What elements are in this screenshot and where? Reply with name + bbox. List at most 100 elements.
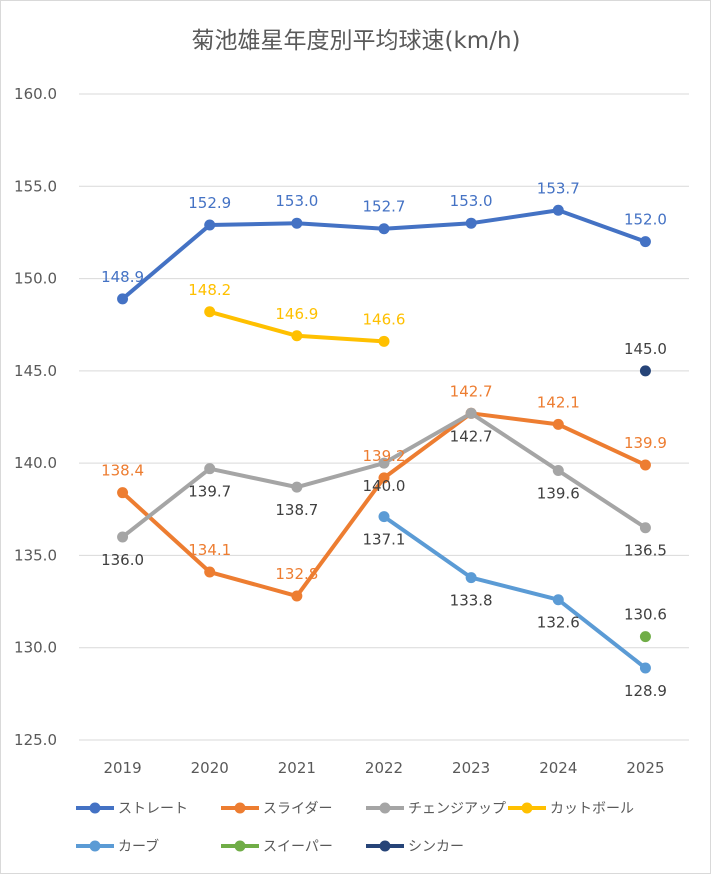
y-tick-label: 130.0 <box>14 639 57 657</box>
data-point <box>291 590 303 602</box>
data-point <box>204 306 216 318</box>
legend-swatch-marker <box>521 802 533 814</box>
data-point <box>639 236 651 248</box>
legend-item: チェンジアップ <box>366 801 506 817</box>
data-label: 153.0 <box>275 192 318 210</box>
legend-item: スイーパー <box>221 839 333 855</box>
chart-title: 菊池雄星年度別平均球速(km/h) <box>192 28 521 54</box>
data-label: 132.6 <box>537 614 580 632</box>
data-label: 146.6 <box>363 310 406 328</box>
series-points <box>117 204 651 674</box>
y-axis-ticks: 125.0 130.0 135.0 140.0 145.0 150.0 155.0 160.0 <box>14 85 57 749</box>
data-point <box>378 335 390 347</box>
data-point <box>204 566 216 578</box>
data-point <box>465 407 477 419</box>
legend-swatch-marker <box>234 802 246 814</box>
data-label: 130.6 <box>624 606 667 624</box>
data-point <box>552 594 564 606</box>
legend-label: スライダー <box>263 801 332 817</box>
y-tick-label: 125.0 <box>14 731 57 749</box>
legend-item: ストレート <box>76 801 188 817</box>
data-point <box>465 572 477 584</box>
data-label: 148.9 <box>101 268 144 286</box>
x-tick-label: 2024 <box>539 759 577 777</box>
data-label: 134.1 <box>188 541 231 559</box>
y-tick-label: 140.0 <box>14 454 57 472</box>
legend-label: カットボール <box>550 801 634 817</box>
x-tick-label: 2025 <box>626 759 664 777</box>
legend-label: ストレート <box>118 801 188 817</box>
legend-swatch-marker <box>89 840 101 852</box>
legend-label: チェンジアップ <box>408 801 506 817</box>
data-point <box>204 219 216 231</box>
data-label: 136.5 <box>624 542 667 560</box>
legend-label: カーブ <box>118 838 159 855</box>
legend-item: カットボール <box>508 801 634 817</box>
legend-swatch-marker <box>379 840 391 852</box>
data-point <box>465 217 477 229</box>
data-label: 153.0 <box>450 192 493 210</box>
data-label: 138.7 <box>275 501 318 519</box>
data-label: 152.0 <box>624 211 667 229</box>
data-label: 139.2 <box>363 447 406 465</box>
data-point <box>552 465 564 477</box>
data-label: 142.7 <box>450 382 493 400</box>
data-point <box>204 463 216 475</box>
data-label: 138.4 <box>101 462 144 480</box>
legend-item: カーブ <box>76 838 159 855</box>
data-label: 142.1 <box>537 393 580 411</box>
x-tick-label: 2019 <box>103 759 141 777</box>
data-point <box>378 457 390 469</box>
data-point <box>639 522 651 534</box>
x-tick-label: 2022 <box>365 759 403 777</box>
data-point <box>117 531 129 543</box>
data-point <box>639 459 651 471</box>
gridlines <box>79 93 689 741</box>
data-point <box>378 223 390 235</box>
data-label: 146.9 <box>275 305 318 323</box>
x-tick-label: 2023 <box>452 759 490 777</box>
data-label: 153.7 <box>537 179 580 197</box>
x-tick-label: 2021 <box>278 759 316 777</box>
data-point <box>378 511 390 523</box>
data-point <box>378 472 390 484</box>
legend-label: シンカー <box>408 839 464 855</box>
data-label: 140.0 <box>363 477 406 495</box>
data-label: 128.9 <box>624 682 667 700</box>
y-tick-label: 150.0 <box>14 270 57 288</box>
legend-item: スライダー <box>221 801 332 817</box>
y-tick-label: 145.0 <box>14 362 57 380</box>
data-point <box>291 217 303 229</box>
data-point <box>117 293 129 305</box>
data-label: 148.2 <box>188 281 231 299</box>
y-tick-label: 135.0 <box>14 546 57 564</box>
data-point <box>291 481 303 493</box>
series-line <box>382 515 647 670</box>
y-tick-label: 160.0 <box>14 85 57 103</box>
data-label: 152.7 <box>363 198 406 216</box>
legend-item: シンカー <box>366 839 464 855</box>
data-label: 139.9 <box>624 434 667 452</box>
data-point <box>639 662 651 674</box>
data-label: 152.9 <box>188 194 231 212</box>
data-label: 139.7 <box>188 483 231 501</box>
x-tick-label: 2020 <box>191 759 229 777</box>
series-line <box>121 411 647 599</box>
legend-swatch-marker <box>89 802 101 814</box>
data-label: 142.7 <box>450 427 493 445</box>
legend-swatch-marker <box>234 840 246 852</box>
data-label: 136.0 <box>101 551 144 569</box>
data-point <box>552 418 564 430</box>
data-label: 139.6 <box>537 485 580 503</box>
legend-label: スイーパー <box>263 839 333 855</box>
legend-swatch-marker <box>379 802 391 814</box>
data-label: 145.0 <box>624 340 667 358</box>
data-labels: 148.9 152.9 153.0 152.7 153.0 153.7 152.0 138.4… <box>101 179 667 700</box>
data-point <box>291 330 303 342</box>
data-label: 132.8 <box>275 565 318 583</box>
data-point <box>552 204 564 216</box>
data-label: 133.8 <box>450 592 493 610</box>
